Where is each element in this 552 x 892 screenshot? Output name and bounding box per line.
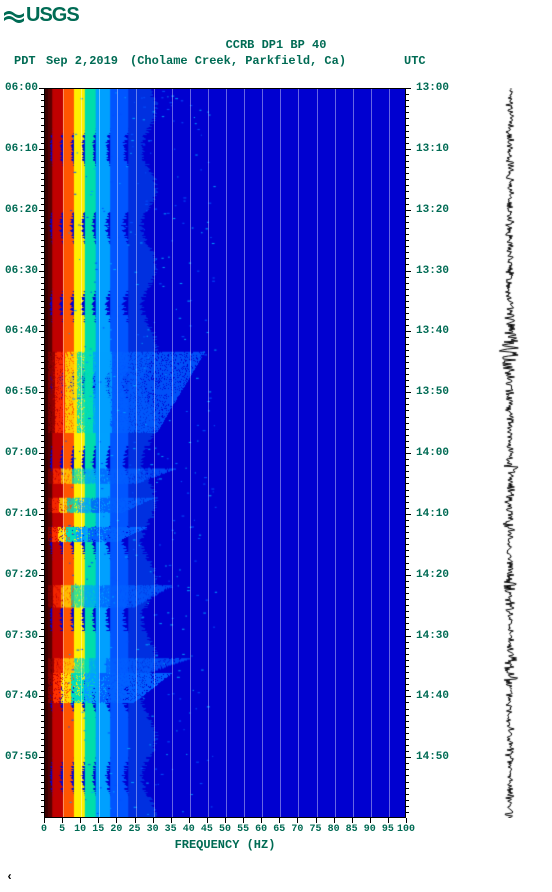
- x-tick-label: 80: [328, 824, 340, 835]
- logo-text: USGS: [26, 4, 79, 27]
- y-left-label: 07:40: [5, 690, 38, 702]
- y-right-label: 13:00: [416, 82, 449, 94]
- spectrogram-plot: [44, 88, 406, 818]
- x-tick-label: 15: [92, 824, 104, 835]
- utc-label: UTC: [404, 54, 426, 68]
- x-tick-label: 25: [128, 824, 140, 835]
- y-right-label: 14:30: [416, 630, 449, 642]
- x-tick-label: 30: [147, 824, 159, 835]
- x-tick-label: 5: [59, 824, 65, 835]
- date-label: Sep 2,2019: [46, 54, 118, 68]
- x-tick-label: 65: [273, 824, 285, 835]
- x-tick-label: 55: [237, 824, 249, 835]
- y-right-label: 13:20: [416, 204, 449, 216]
- y-left-label: 06:40: [5, 325, 38, 337]
- y-right-label: 14:50: [416, 751, 449, 763]
- y-right-label: 14:10: [416, 508, 449, 520]
- chart-title: CCRB DP1 BP 40: [0, 38, 552, 54]
- x-tick-label: 20: [110, 824, 122, 835]
- x-tick-label: 0: [41, 824, 47, 835]
- y-left-label: 06:10: [5, 143, 38, 155]
- station-title: CCRB DP1 BP 40: [0, 38, 552, 54]
- pdt-label: PDT: [14, 54, 36, 68]
- x-tick-label: 50: [219, 824, 231, 835]
- y-left-label: 06:00: [5, 82, 38, 94]
- trace-canvas: [490, 88, 530, 818]
- y-left-label: 06:30: [5, 265, 38, 277]
- y-left-label: 07:30: [5, 630, 38, 642]
- x-tick-label: 45: [201, 824, 213, 835]
- x-axis-label: FREQUENCY (HZ): [44, 838, 406, 852]
- y-right-label: 13:10: [416, 143, 449, 155]
- y-right-label: 13:30: [416, 265, 449, 277]
- usgs-logo: USGS: [4, 4, 79, 27]
- y-axis-left: 06:0006:1006:2006:3006:4006:5007:0007:10…: [0, 88, 44, 818]
- y-left-label: 06:50: [5, 386, 38, 398]
- x-tick-label: 75: [309, 824, 321, 835]
- x-tick-label: 90: [364, 824, 376, 835]
- y-right-label: 14:20: [416, 569, 449, 581]
- x-tick-label: 35: [165, 824, 177, 835]
- y-right-label: 13:40: [416, 325, 449, 337]
- x-tick-label: 40: [183, 824, 195, 835]
- y-left-label: 07:20: [5, 569, 38, 581]
- y-left-label: 07:00: [5, 447, 38, 459]
- x-tick-label: 100: [397, 824, 415, 835]
- x-tick-label: 95: [382, 824, 394, 835]
- x-tick-label: 60: [255, 824, 267, 835]
- y-right-label: 14:00: [416, 447, 449, 459]
- y-left-label: 07:10: [5, 508, 38, 520]
- y-left-label: 07:50: [5, 751, 38, 763]
- wave-icon: [4, 9, 24, 23]
- location-label: (Cholame Creek, Parkfield, Ca): [130, 54, 346, 68]
- x-tick-label: 70: [291, 824, 303, 835]
- corner-mark: ‹: [6, 870, 13, 884]
- y-left-label: 06:20: [5, 204, 38, 216]
- y-right-label: 14:40: [416, 690, 449, 702]
- y-axis-right: 13:0013:1013:2013:3013:4013:5014:0014:10…: [406, 88, 456, 818]
- x-tick-label: 10: [74, 824, 86, 835]
- x-tick-label: 85: [346, 824, 358, 835]
- y-right-label: 13:50: [416, 386, 449, 398]
- seismogram-trace: [490, 88, 530, 818]
